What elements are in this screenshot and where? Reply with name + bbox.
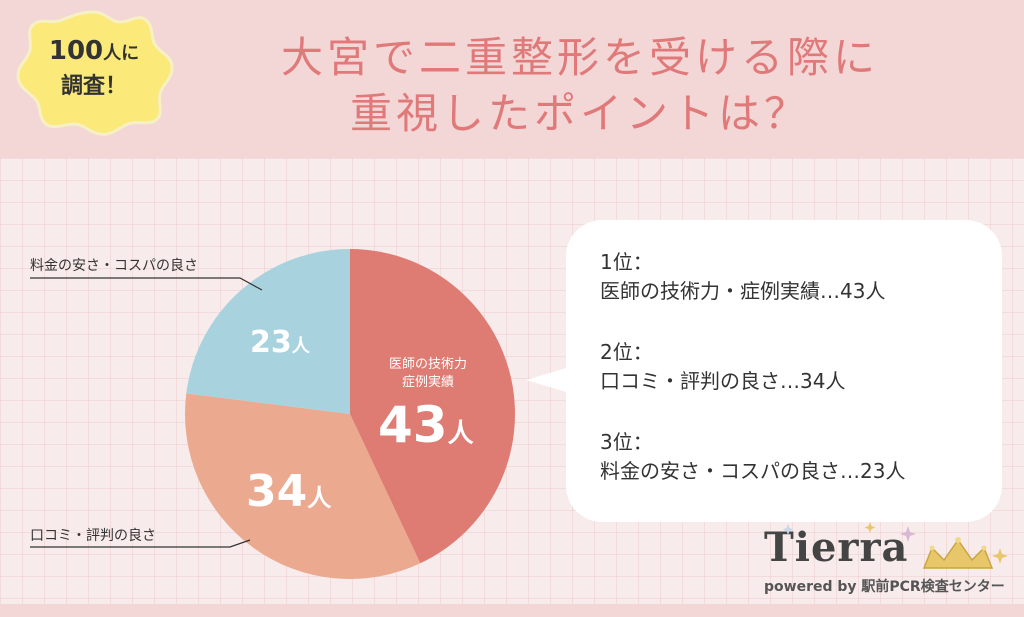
slice-value-cost: 23人 xyxy=(250,325,311,360)
callout-line-cost xyxy=(30,277,263,291)
slice-value-tech-number: 43 xyxy=(378,396,448,454)
badge-burst-shape xyxy=(16,10,174,136)
slice-value-cost-unit: 人 xyxy=(292,336,311,357)
ranking-list: 1位： 医師の技術力・症例実績…43人 2位： 口コミ・評判の良さ…34人 3位… xyxy=(600,248,990,518)
rank-detail: 料金の安さ・コスパの良さ…23人 xyxy=(600,459,906,483)
slice-value-review-unit: 人 xyxy=(307,484,331,512)
survey-badge: 100人に 調査！ xyxy=(14,6,174,136)
rank-detail: 医師の技術力・症例実績…43人 xyxy=(600,279,886,303)
sparkle-icons xyxy=(782,522,1008,564)
title-line-2: 重視したポイントは？ xyxy=(349,89,810,138)
slice-value-review: 34人 xyxy=(246,466,331,517)
header-band xyxy=(0,0,1024,158)
callout-label-review: 口コミ・評判の良さ xyxy=(30,528,156,544)
pie-slices xyxy=(185,249,515,579)
rank-detail: 口コミ・評判の良さ…34人 xyxy=(600,369,846,393)
ranking-bubble xyxy=(566,220,1002,522)
tiara-icon xyxy=(922,537,994,569)
badge-unit: 人に xyxy=(103,43,140,64)
badge-line2: 調査！ xyxy=(60,74,127,99)
tierra-logo: Tierra powered by 駅前PCR検査センター xyxy=(758,520,1018,610)
rank-item-3: 3位： 料金の安さ・コスパの良さ…23人 xyxy=(600,428,990,486)
slice-label-tech-line2: 症例実績 xyxy=(402,374,454,390)
rank-item-2: 2位： 口コミ・評判の良さ…34人 xyxy=(600,338,990,396)
slice-value-review-number: 34 xyxy=(246,466,307,517)
logo-subtitle: powered by 駅前PCR検査センター xyxy=(764,579,1005,595)
pie-slice-tech xyxy=(350,249,515,564)
slice-label-tech-line1: 医師の技術力 xyxy=(389,357,467,372)
title-line-1: 大宮で二重整形を受ける際に xyxy=(280,33,879,82)
slice-value-cost-number: 23 xyxy=(250,325,292,360)
badge-count: 100 xyxy=(48,36,104,66)
rank-item-1: 1位： 医師の技術力・症例実績…43人 xyxy=(600,248,990,306)
pie-slice-review xyxy=(185,393,421,579)
callout-line-review xyxy=(30,539,251,548)
bottom-band xyxy=(0,604,1024,617)
slice-value-tech-unit: 人 xyxy=(448,419,474,449)
rank-title: 1位： xyxy=(600,250,653,274)
slice-value-tech: 43人 xyxy=(378,396,474,454)
pie-slice-cost xyxy=(186,249,350,414)
rank-title: 2位： xyxy=(600,340,653,364)
callout-label-cost: 料金の安さ・コスパの良さ xyxy=(30,258,198,274)
rank-title: 3位： xyxy=(600,430,653,454)
page-title: 大宮で二重整形を受ける際に 重視したポイントは？ xyxy=(200,30,960,142)
